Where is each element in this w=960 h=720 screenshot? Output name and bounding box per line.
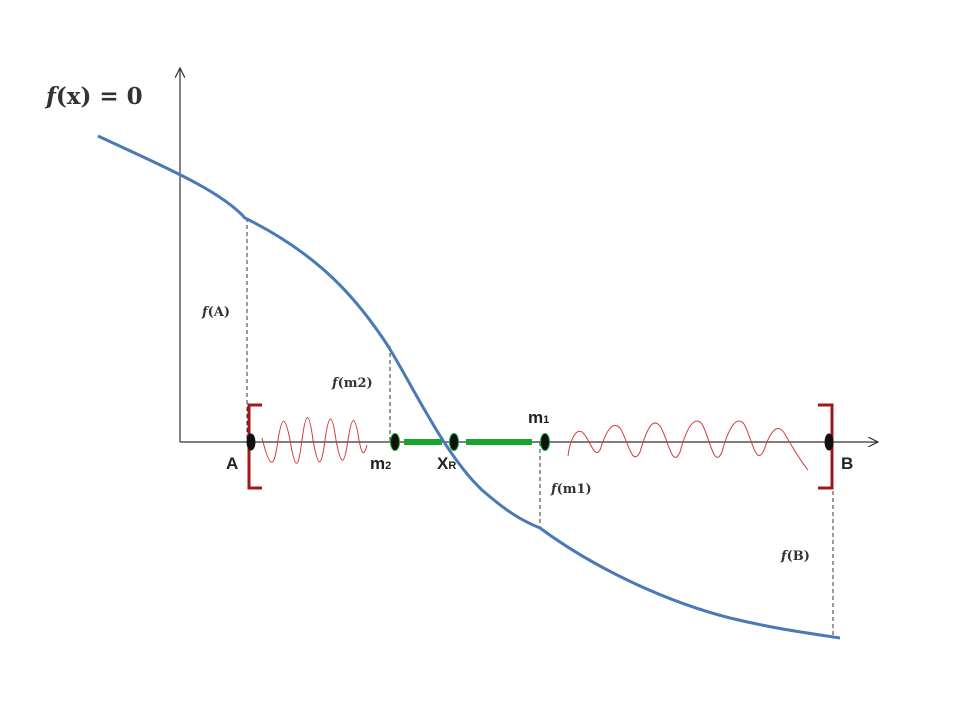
label-m2-base: m <box>370 454 385 473</box>
point-xr <box>449 433 459 451</box>
label-fb: f(B) <box>780 549 810 564</box>
point-m2 <box>390 433 400 451</box>
point-b <box>824 433 834 451</box>
label-fm1-rest: (m1) <box>557 482 592 497</box>
label-fm2-rest: (m2) <box>338 376 373 391</box>
label-xr-base: X <box>437 454 449 473</box>
label-fm1-f: f <box>550 482 559 497</box>
label-m2-sub: 2 <box>385 460 391 472</box>
label-fa: f(A) <box>201 305 230 320</box>
label-fa-rest: (A) <box>208 305 230 320</box>
label-xr-sub: R <box>448 460 456 472</box>
label-fm2-f: f <box>331 376 340 391</box>
equation-label: f(x) = 0 <box>44 83 143 110</box>
label-fm2: f(m2) <box>331 376 373 391</box>
squiggle-right <box>567 420 809 471</box>
label-fb-rest: (B) <box>787 549 810 564</box>
label-m2: m2 <box>370 454 391 473</box>
label-fb-f: f <box>780 549 789 564</box>
point-a <box>246 433 256 451</box>
label-m1-base: m <box>528 408 543 427</box>
function-curve <box>97 134 841 640</box>
label-a: A <box>226 454 238 473</box>
equation-rest: (x) = 0 <box>56 83 143 110</box>
label-m1: m1 <box>528 408 549 427</box>
label-fa-f: f <box>201 305 210 320</box>
point-m1 <box>540 433 550 451</box>
squiggle-left <box>261 417 368 464</box>
label-b: B <box>841 454 853 473</box>
label-m1-sub: 1 <box>543 414 549 426</box>
label-xr: XR <box>437 454 456 473</box>
label-fm1: f(m1) <box>550 482 592 497</box>
